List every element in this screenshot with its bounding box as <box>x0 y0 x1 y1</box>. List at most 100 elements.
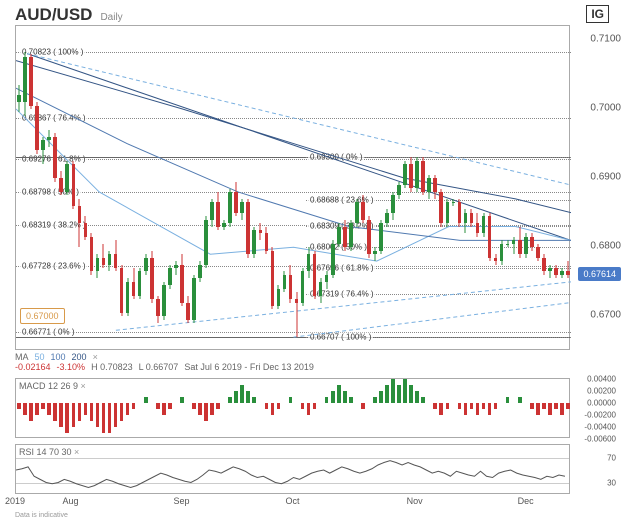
candle <box>120 26 124 351</box>
macd-bar <box>506 397 510 403</box>
candle <box>403 26 407 351</box>
candle <box>488 26 492 351</box>
candle <box>246 26 250 351</box>
candle <box>409 26 413 351</box>
candle <box>355 26 359 351</box>
macd-bar <box>313 403 317 409</box>
macd-bar <box>361 403 365 409</box>
macd-bar <box>192 403 196 409</box>
candle <box>542 26 546 351</box>
candle <box>53 26 57 351</box>
candle <box>102 26 106 351</box>
candle <box>452 26 456 351</box>
candle <box>265 26 269 351</box>
candle <box>343 26 347 351</box>
candle <box>548 26 552 351</box>
macd-y-label: 0.00000 <box>587 399 616 408</box>
macd-bar <box>246 391 250 403</box>
candle <box>47 26 51 351</box>
macd-bar <box>415 391 419 403</box>
x-axis-label: Nov <box>407 496 423 506</box>
y-axis-label: 0.7000 <box>590 102 621 113</box>
macd-yaxis: 0.004000.002000.00000-0.00200-0.00400-0.… <box>571 379 619 439</box>
macd-bar <box>132 403 136 409</box>
candle <box>301 26 305 351</box>
candle <box>476 26 480 351</box>
macd-bar <box>403 379 407 403</box>
macd-bar <box>240 385 244 403</box>
candle <box>23 26 27 351</box>
macd-bar <box>536 403 540 415</box>
macd-bar <box>337 385 341 403</box>
candle <box>108 26 112 351</box>
macd-y-label: 0.00400 <box>587 375 616 384</box>
macd-bar <box>277 403 281 409</box>
ig-logo: IG <box>586 5 609 23</box>
macd-bar <box>560 403 564 415</box>
candle <box>222 26 226 351</box>
macd-bar <box>84 403 88 415</box>
candle <box>464 26 468 351</box>
macd-bar <box>271 403 275 415</box>
candle <box>29 26 33 351</box>
candle <box>216 26 220 351</box>
candle <box>433 26 437 351</box>
candle <box>397 26 401 351</box>
candle <box>192 26 196 351</box>
rsi-yaxis: 7030 <box>571 445 619 495</box>
y-axis-label: 0.6800 <box>590 241 621 252</box>
candle <box>72 26 76 351</box>
candle <box>17 26 21 351</box>
chart-area[interactable]: 0.70823 ( 100% )0.69867 ( 76.4% )0.69276… <box>15 25 570 350</box>
x-axis-label: Oct <box>285 496 299 506</box>
candle <box>210 26 214 351</box>
macd-bar <box>518 397 522 403</box>
macd-bar <box>252 397 256 403</box>
candle <box>204 26 208 351</box>
macd-bar <box>488 403 492 415</box>
candle <box>446 26 450 351</box>
macd-bar <box>234 391 238 403</box>
macd-bar <box>301 403 305 409</box>
candle <box>283 26 287 351</box>
candle <box>385 26 389 351</box>
macd-panel[interactable]: MACD 12 26 9 × 0.004000.002000.00000-0.0… <box>15 378 570 438</box>
y-axis-label: 0.6900 <box>590 172 621 183</box>
rsi-panel[interactable]: RSI 14 70 30 × 7030 <box>15 444 570 494</box>
candle <box>379 26 383 351</box>
candle <box>174 26 178 351</box>
candle <box>415 26 419 351</box>
x-axis-label: Aug <box>62 496 78 506</box>
macd-bar <box>59 403 63 427</box>
macd-bar <box>72 403 76 427</box>
macd-bar <box>566 403 570 409</box>
macd-bar <box>162 403 166 415</box>
candle <box>524 26 528 351</box>
macd-bar <box>349 397 353 403</box>
macd-y-label: -0.00200 <box>584 411 616 420</box>
candle <box>349 26 353 351</box>
macd-bar <box>409 385 413 403</box>
macd-bar <box>554 403 558 409</box>
macd-bar <box>458 403 462 409</box>
macd-bar <box>228 397 232 403</box>
macd-bar <box>29 403 33 421</box>
macd-bar <box>373 397 377 403</box>
candle <box>186 26 190 351</box>
footer-disclaimer: Data is indicative <box>15 512 68 519</box>
x-axis: 2019AugSepOctNovDec <box>15 496 570 511</box>
ref-price-badge: 0.67000 <box>20 308 65 324</box>
candle <box>361 26 365 351</box>
candle <box>427 26 431 351</box>
candle <box>132 26 136 351</box>
macd-bar <box>325 397 329 403</box>
y-axis-label: 0.6700 <box>590 310 621 321</box>
macd-bar <box>446 403 450 409</box>
candle <box>319 26 323 351</box>
candle <box>252 26 256 351</box>
macd-bar <box>530 403 534 409</box>
y-axis: 0.71000.70000.69000.68000.6700 <box>574 25 624 350</box>
macd-header: MACD 12 26 9 × <box>19 381 86 391</box>
macd-bar <box>482 403 486 409</box>
macd-bar <box>542 403 546 409</box>
